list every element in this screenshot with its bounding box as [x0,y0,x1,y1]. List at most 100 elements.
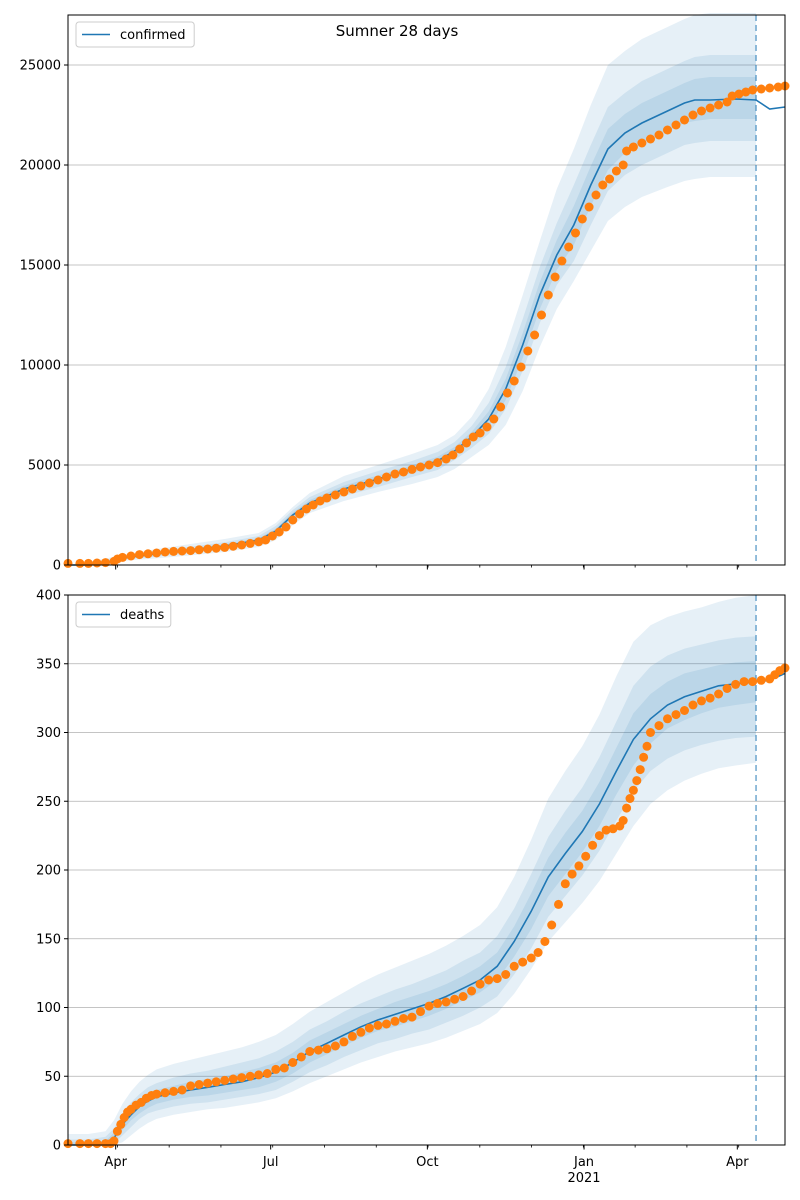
observed-point [364,1023,374,1033]
observed-point [484,975,494,985]
observed-point [537,310,546,320]
observed-point [467,986,477,996]
observed-point [322,493,332,503]
observed-point [680,706,689,715]
observed-point [765,83,775,93]
observed-point [448,450,458,460]
y-tick-label: 300 [36,726,61,741]
observed-point [296,1052,306,1062]
observed-point [407,464,417,474]
y-tick-label: 100 [36,1001,61,1016]
observed-point [741,87,751,97]
observed-point [254,537,264,547]
observed-point [489,414,499,424]
band-middle [68,636,756,1145]
observed-point [722,97,732,107]
observed-point [339,1037,349,1047]
observed-point [714,100,724,110]
observed-point [622,146,632,156]
observed-point [705,103,715,113]
band-outer [68,595,756,1145]
observed-point [722,684,732,693]
observed-point [109,1136,119,1146]
y-tick-label: 5000 [28,459,61,474]
observed-point [482,422,492,432]
y-tick-label: 250 [36,795,61,810]
observed-point [274,527,284,537]
observed-point [591,190,601,200]
observed-point [390,469,400,479]
legend: deaths [75,601,172,628]
observed-point [254,1070,264,1080]
observed-point [509,961,519,971]
observed-point [433,458,443,468]
observed-point [399,467,408,477]
observed-point [83,1139,93,1149]
observed-point [347,484,357,494]
observed-point [220,1075,230,1085]
y-tick-label: 150 [36,932,61,947]
y-tick-label: 20000 [20,159,61,174]
observed-point [186,546,196,556]
observed-point [433,998,443,1008]
observed-point [330,490,340,500]
observed-point [618,816,628,825]
y-tick-label: 50 [44,1070,61,1085]
observed-point [663,714,672,724]
observed-point [671,710,681,720]
observed-point [211,543,221,553]
y-tick-label: 200 [36,864,61,879]
observed-point [92,558,102,568]
observed-point [262,1069,272,1078]
observed-point [605,174,615,184]
observed-point [424,460,434,470]
observed-point [143,549,153,559]
y-tick-label: 0 [53,559,61,574]
observed-point [424,1001,434,1011]
legend-box [75,601,172,628]
observed-point [601,825,611,835]
observed-point [564,242,574,252]
observed-point [594,831,604,841]
observed-point [305,1047,315,1056]
observed-point [628,142,638,152]
observed-point [75,558,85,568]
observed-point [135,550,144,560]
observed-point [364,478,374,488]
observed-point [588,840,598,850]
x-tick-label: Jul [262,1155,279,1170]
observed-point [455,444,465,454]
observed-point [267,531,277,541]
observed-point [112,1126,122,1136]
observed-point [101,558,110,568]
observed-point [462,438,471,448]
observed-point [680,115,689,125]
observed-point [697,696,706,706]
y-tick-label: 350 [36,657,61,672]
observed-point [567,869,577,879]
observed-point [523,346,533,356]
observed-point [756,84,766,94]
observed-point [734,89,744,99]
observed-point [530,330,540,340]
observed-point [598,180,608,190]
observed-point [547,920,557,930]
observed-point [543,290,553,300]
observed-point [550,272,560,282]
observed-point [169,1086,179,1096]
observed-point [169,546,179,556]
observed-point [705,693,715,703]
observed-point [671,120,681,130]
observed-point [330,1041,340,1051]
observed-point [382,1019,391,1029]
observed-point [533,948,543,957]
observed-point [228,541,238,551]
observed-point [83,558,93,568]
observed-point [663,125,672,135]
observed-point [177,1085,187,1095]
observed-point [518,957,528,967]
observed-point [347,1031,357,1041]
observed-point [441,997,451,1007]
observed-point [160,1088,170,1098]
observed-point [245,1071,255,1081]
